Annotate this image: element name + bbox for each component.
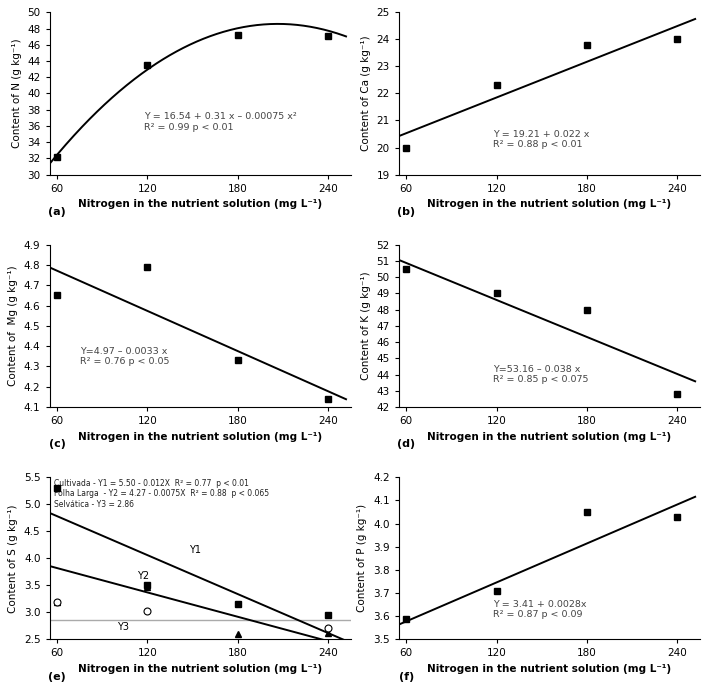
Text: Y = 19.21 + 0.022 x
R² = 0.88 p < 0.01: Y = 19.21 + 0.022 x R² = 0.88 p < 0.01 xyxy=(493,130,590,149)
Text: Y=4.97 – 0.0033 x
R² = 0.76 p < 0.05: Y=4.97 – 0.0033 x R² = 0.76 p < 0.05 xyxy=(79,347,169,366)
Text: (b): (b) xyxy=(397,207,416,217)
X-axis label: Nitrogen in the nutrient solution (mg L⁻¹): Nitrogen in the nutrient solution (mg L⁻… xyxy=(427,664,671,674)
Text: Y3: Y3 xyxy=(118,621,130,632)
X-axis label: Nitrogen in the nutrient solution (mg L⁻¹): Nitrogen in the nutrient solution (mg L⁻… xyxy=(427,431,671,442)
X-axis label: Nitrogen in the nutrient solution (mg L⁻¹): Nitrogen in the nutrient solution (mg L⁻… xyxy=(78,431,322,442)
Text: (a): (a) xyxy=(48,207,66,217)
Text: Y1: Y1 xyxy=(190,545,202,555)
Y-axis label: Content of Ca (g kg⁻¹): Content of Ca (g kg⁻¹) xyxy=(361,36,371,152)
Y-axis label: Content of  Mg (g kg⁻¹): Content of Mg (g kg⁻¹) xyxy=(8,265,18,387)
Text: Y = 16.54 + 0.31 x – 0.00075 x²
R² = 0.99 p < 0.01: Y = 16.54 + 0.31 x – 0.00075 x² R² = 0.9… xyxy=(144,112,297,132)
Text: (f): (f) xyxy=(399,672,414,682)
Text: (c): (c) xyxy=(49,440,66,449)
X-axis label: Nitrogen in the nutrient solution (mg L⁻¹): Nitrogen in the nutrient solution (mg L⁻… xyxy=(78,199,322,209)
Text: Y=53.16 – 0.038 x
R² = 0.85 p < 0.075: Y=53.16 – 0.038 x R² = 0.85 p < 0.075 xyxy=(493,365,589,384)
Y-axis label: Content of N (g kg⁻¹): Content of N (g kg⁻¹) xyxy=(12,39,22,148)
Y-axis label: Content of K (g kg⁻¹): Content of K (g kg⁻¹) xyxy=(361,271,371,380)
Text: Cultivada - Y1 = 5.50 - 0.012X  R² = 0.77  p < 0.01
Folha Larga  - Y2 = 4.27 - 0: Cultivada - Y1 = 5.50 - 0.012X R² = 0.77… xyxy=(54,479,269,508)
Y-axis label: Content of P (g kg⁻¹): Content of P (g kg⁻¹) xyxy=(358,504,367,613)
Y-axis label: Content of S (g kg⁻¹): Content of S (g kg⁻¹) xyxy=(8,504,18,613)
Text: (d): (d) xyxy=(397,440,416,449)
X-axis label: Nitrogen in the nutrient solution (mg L⁻¹): Nitrogen in the nutrient solution (mg L⁻… xyxy=(78,664,322,674)
Text: (e): (e) xyxy=(48,672,66,682)
Text: Y = 3.41 + 0.0028x
R² = 0.87 p < 0.09: Y = 3.41 + 0.0028x R² = 0.87 p < 0.09 xyxy=(493,599,587,619)
Text: Y2: Y2 xyxy=(137,571,149,581)
X-axis label: Nitrogen in the nutrient solution (mg L⁻¹): Nitrogen in the nutrient solution (mg L⁻… xyxy=(427,199,671,209)
